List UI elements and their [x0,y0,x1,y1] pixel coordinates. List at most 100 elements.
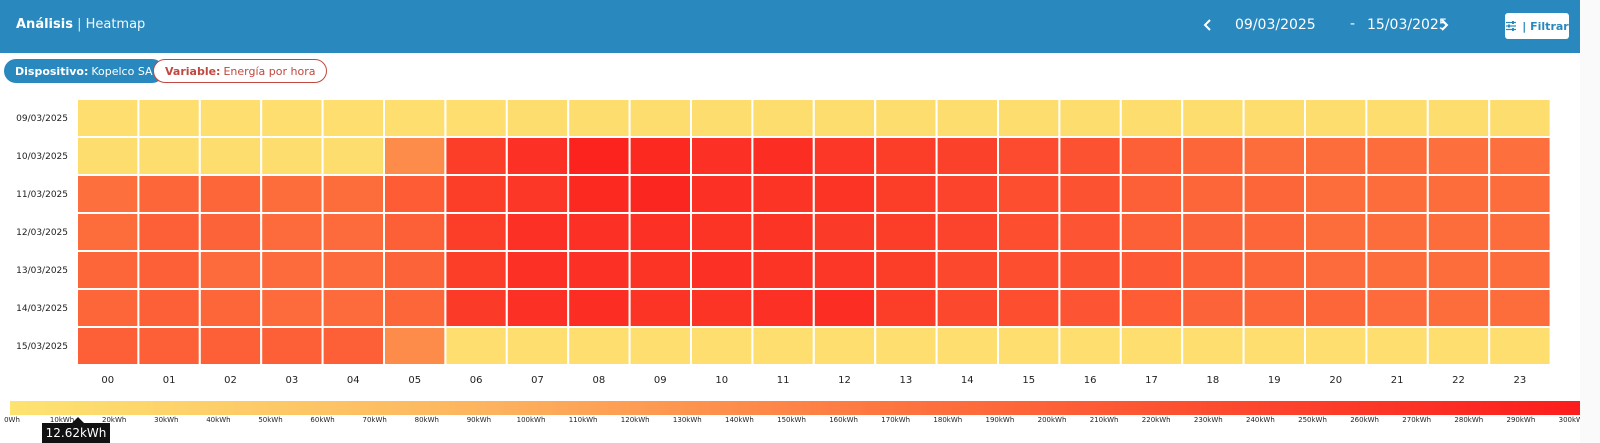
heatmap-cell[interactable] [1426,98,1491,138]
heatmap-cell[interactable] [628,98,692,138]
heatmap-cell[interactable] [628,212,692,252]
heatmap-cell[interactable] [198,250,263,290]
heatmap-cell[interactable] [628,288,692,328]
heatmap-cell[interactable] [1488,174,1552,214]
heatmap-cell[interactable] [751,98,815,138]
heatmap-cell[interactable] [137,136,201,176]
heatmap-cell[interactable] [751,136,815,176]
heatmap-cell[interactable] [567,98,631,138]
vertical-scrollbar[interactable] [1580,0,1600,443]
heatmap-cell[interactable] [1365,326,1429,366]
heatmap-cell[interactable] [383,98,447,138]
prev-week-button[interactable] [1197,14,1219,36]
heatmap-cell[interactable] [812,174,877,214]
heatmap-cell[interactable] [812,250,877,290]
heatmap-cell[interactable] [935,98,999,138]
heatmap-cell[interactable] [628,250,692,290]
heatmap-cell[interactable] [505,326,570,366]
heatmap-cell[interactable] [1058,98,1122,138]
heatmap-cell[interactable] [444,174,508,214]
heatmap-cell[interactable] [198,326,263,366]
heatmap-cell[interactable] [935,326,999,366]
heatmap-cell[interactable] [1058,288,1122,328]
heatmap-cell[interactable] [628,326,692,366]
heatmap-cell[interactable] [137,288,201,328]
heatmap-cell[interactable] [1119,288,1184,328]
heatmap-cell[interactable] [1426,136,1491,176]
heatmap-cell[interactable] [1304,288,1368,328]
heatmap-cell[interactable] [505,98,570,138]
heatmap-cell[interactable] [198,174,263,214]
heatmap-cell[interactable] [1426,288,1491,328]
variable-filter-chip[interactable]: Variable: Energía por hora [153,59,328,83]
heatmap-cell[interactable] [76,174,140,214]
heatmap-cell[interactable] [1119,212,1184,252]
heatmap-cell[interactable] [997,326,1061,366]
heatmap-cell[interactable] [1488,212,1552,252]
heatmap-cell[interactable] [1304,136,1368,176]
heatmap-cell[interactable] [812,136,877,176]
date-from[interactable]: 09/03/2025 [1235,17,1316,33]
heatmap-cell[interactable] [690,250,754,290]
heatmap-cell[interactable] [383,288,447,328]
heatmap-cell[interactable] [1181,98,1245,138]
heatmap-cell[interactable] [567,250,631,290]
heatmap-cell[interactable] [1242,250,1306,290]
heatmap-cell[interactable] [137,326,201,366]
heatmap-cell[interactable] [690,98,754,138]
heatmap-cell[interactable] [935,136,999,176]
heatmap-cell[interactable] [1365,212,1429,252]
heatmap-cell[interactable] [874,250,938,290]
heatmap-cell[interactable] [751,288,815,328]
heatmap-cell[interactable] [935,288,999,328]
heatmap-cell[interactable] [321,250,386,290]
heatmap-cell[interactable] [1181,326,1245,366]
heatmap-cell[interactable] [1058,250,1122,290]
heatmap-cell[interactable] [505,250,570,290]
heatmap-cell[interactable] [1242,98,1306,138]
heatmap-cell[interactable] [76,136,140,176]
heatmap-cell[interactable] [1181,288,1245,328]
heatmap-cell[interactable] [321,212,386,252]
heatmap-cell[interactable] [1488,98,1552,138]
heatmap-cell[interactable] [997,136,1061,176]
heatmap-cell[interactable] [1242,212,1306,252]
heatmap-cell[interactable] [1181,136,1245,176]
heatmap-cell[interactable] [1426,326,1491,366]
heatmap-cell[interactable] [76,212,140,252]
filter-button[interactable]: | Filtrar [1505,13,1569,39]
heatmap-cell[interactable] [444,288,508,328]
heatmap-cell[interactable] [567,288,631,328]
heatmap-cell[interactable] [874,288,938,328]
heatmap-cell[interactable] [690,326,754,366]
heatmap-cell[interactable] [567,326,631,366]
heatmap-cell[interactable] [1242,326,1306,366]
heatmap-cell[interactable] [1242,174,1306,214]
heatmap-cell[interactable] [812,326,877,366]
heatmap-cell[interactable] [137,212,201,252]
heatmap-cell[interactable] [505,288,570,328]
heatmap-cell[interactable] [260,174,324,214]
date-to[interactable]: 15/03/2025 [1367,17,1448,33]
heatmap-cell[interactable] [444,250,508,290]
heatmap-cell[interactable] [1426,174,1491,214]
heatmap-cell[interactable] [874,174,938,214]
heatmap-cell[interactable] [321,288,386,328]
heatmap-cell[interactable] [1119,250,1184,290]
heatmap-cell[interactable] [812,98,877,138]
heatmap-cell[interactable] [383,174,447,214]
heatmap-cell[interactable] [1242,288,1306,328]
heatmap-cell[interactable] [260,136,324,176]
heatmap-cell[interactable] [137,98,201,138]
heatmap-cell[interactable] [874,326,938,366]
heatmap-cell[interactable] [76,250,140,290]
heatmap-cell[interactable] [444,212,508,252]
heatmap-cell[interactable] [997,98,1061,138]
heatmap-cell[interactable] [1488,136,1552,176]
heatmap-cell[interactable] [1365,288,1429,328]
heatmap-cell[interactable] [76,288,140,328]
heatmap-cell[interactable] [383,136,447,176]
heatmap-cell[interactable] [505,174,570,214]
heatmap-cell[interactable] [444,98,508,138]
heatmap-cell[interactable] [1304,212,1368,252]
